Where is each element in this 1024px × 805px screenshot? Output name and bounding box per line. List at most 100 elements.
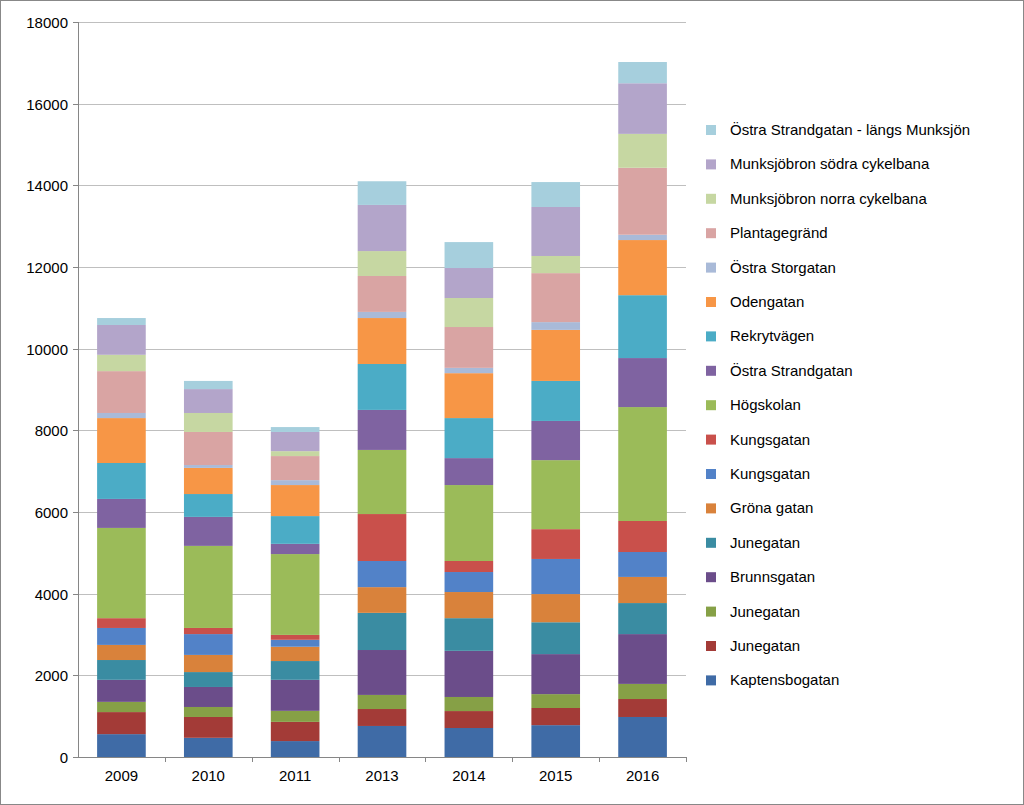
bar-segment — [358, 613, 407, 650]
bar-segment — [271, 427, 320, 432]
bar-segment — [358, 312, 407, 318]
y-tick — [73, 594, 78, 595]
legend-swatch — [706, 125, 716, 135]
bar-segment — [445, 697, 494, 711]
bar-segment — [618, 235, 667, 240]
bar-segment — [531, 559, 580, 594]
bar-segment — [184, 517, 233, 546]
bar-segment — [184, 494, 233, 517]
y-tick — [73, 22, 78, 23]
bar-segment — [271, 661, 320, 680]
bar-segment — [184, 468, 233, 494]
y-tick — [73, 349, 78, 350]
x-tick-label: 2010 — [192, 767, 225, 784]
bar-segment — [358, 514, 407, 561]
bar-segment — [531, 529, 580, 559]
bar-segment — [618, 717, 667, 757]
bar-segment — [445, 572, 494, 592]
y-tick-label: 2000 — [35, 667, 68, 684]
legend-swatch — [706, 607, 716, 617]
bar-segment — [531, 381, 580, 421]
bar-segment — [445, 728, 494, 757]
legend-label: Östra Strandgatan - längs Munksjön — [730, 121, 970, 138]
bar-segment — [531, 330, 580, 381]
bar-segment — [97, 325, 146, 355]
grid-line — [78, 104, 686, 105]
legend-label: Östra Storgatan — [730, 259, 836, 276]
legend-swatch — [706, 675, 716, 685]
bar-segment — [97, 734, 146, 757]
bar-segment — [618, 684, 667, 699]
y-tick — [73, 267, 78, 268]
bar-segment — [618, 62, 667, 83]
bar-segment — [184, 546, 233, 628]
legend-label: Kaptensbogatan — [730, 671, 839, 688]
bar-segment — [445, 368, 494, 373]
bar-segment — [184, 432, 233, 465]
chart: 0200040006000800010000120001400016000180… — [0, 0, 1024, 805]
y-tick — [73, 757, 78, 758]
bar-segment — [271, 485, 320, 516]
bar-segment — [271, 480, 320, 485]
bar-segment — [184, 672, 233, 687]
bar-segment — [271, 680, 320, 711]
bar-segment — [531, 322, 580, 330]
bar-segment — [271, 432, 320, 451]
bar-segment — [358, 561, 407, 587]
bar-segment — [184, 707, 233, 717]
bar-segment — [271, 554, 320, 635]
legend-label: Junegatan — [730, 534, 800, 551]
bar-segment — [97, 680, 146, 702]
bar-segment — [358, 650, 407, 695]
legend-swatch — [706, 435, 716, 445]
legend-swatch — [706, 331, 716, 341]
bar-segment — [97, 628, 146, 645]
x-tick-label: 2015 — [539, 767, 572, 784]
x-tick — [599, 757, 600, 762]
bar-segment — [618, 295, 667, 358]
legend-swatch — [706, 503, 716, 513]
legend-swatch — [706, 366, 716, 376]
y-tick-label: 18000 — [26, 14, 68, 31]
bar-segment — [618, 168, 667, 235]
y-tick-label: 12000 — [26, 259, 68, 276]
legend-swatch — [706, 297, 716, 307]
bar-segment — [358, 709, 407, 726]
legend-label: Plantagegränd — [730, 224, 828, 241]
bar-segment — [445, 618, 494, 651]
legend-label: Gröna gatan — [730, 499, 813, 516]
legend-label: Munksjöbron norra cykelbana — [730, 190, 927, 207]
bar-segment — [358, 587, 407, 613]
bar-segment — [531, 708, 580, 725]
bar-segment — [531, 460, 580, 529]
bar-segment — [184, 389, 233, 413]
bar-segment — [531, 207, 580, 256]
y-tick — [73, 104, 78, 105]
legend-label: Junegatan — [730, 637, 800, 654]
bar-segment — [618, 603, 667, 634]
bar-segment — [618, 577, 667, 603]
bar-segment — [97, 618, 146, 628]
bar-segment — [97, 660, 146, 680]
legend-swatch — [706, 263, 716, 273]
bar-segment — [445, 242, 494, 268]
bar-segment — [445, 327, 494, 368]
bar-segment — [184, 628, 233, 634]
y-tick-label: 16000 — [26, 96, 68, 113]
y-tick — [73, 185, 78, 186]
bar-segment — [531, 654, 580, 694]
bar-segment — [184, 738, 233, 757]
bar-segment — [445, 651, 494, 697]
bar-segment — [618, 240, 667, 295]
bar-segment — [445, 268, 494, 298]
legend-swatch — [706, 228, 716, 238]
bar-segment — [184, 465, 233, 468]
bar-segment — [97, 499, 146, 528]
bar-segment — [184, 413, 233, 432]
y-tick-label: 10000 — [26, 341, 68, 358]
bar-segment — [531, 182, 580, 207]
legend-swatch — [706, 400, 716, 410]
bar-segment — [358, 318, 407, 364]
y-tick-label: 6000 — [35, 504, 68, 521]
legend-label: Brunnsgatan — [730, 568, 815, 585]
